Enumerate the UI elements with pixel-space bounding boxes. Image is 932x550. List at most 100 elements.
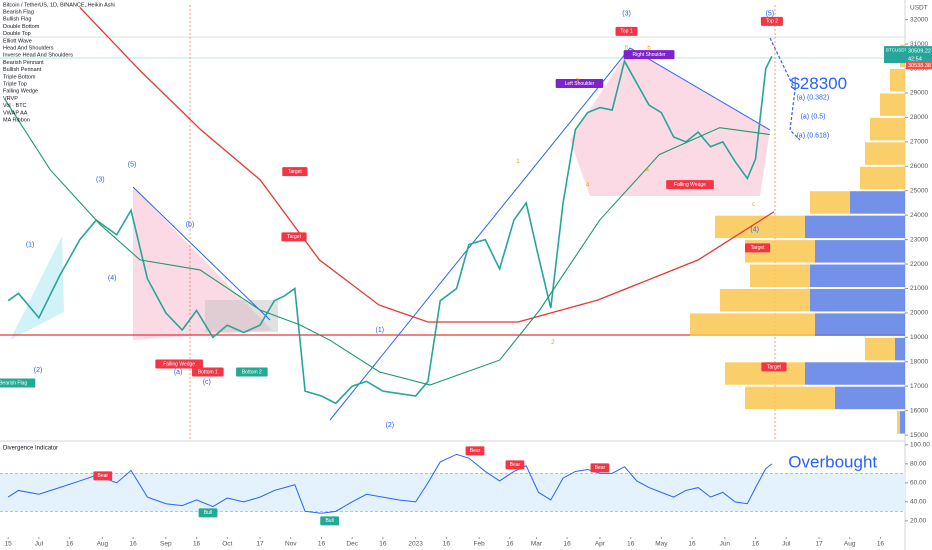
annotation: 2 (551, 340, 555, 346)
annotation: c (752, 202, 755, 208)
annotation: Target (288, 169, 303, 175)
legend-item: Bearish Pennant (3, 60, 44, 66)
indicator-pane (0, 453, 905, 514)
y-tick-label: 23000 (910, 236, 928, 243)
annotation: Target (767, 364, 782, 370)
profile-up (880, 93, 905, 116)
y-tick-label: 28000 (910, 114, 928, 121)
y-tick-label: 21000 (910, 285, 928, 292)
annotation-tag (615, 26, 638, 36)
annotation: (a) (0.618) (796, 133, 829, 140)
annotation: Bear (470, 448, 481, 454)
y-tick-label: 20.00 (910, 518, 927, 525)
x-tick-label: 16 (564, 541, 572, 548)
y-tick-label: 15000 (910, 432, 928, 439)
annotation: b (647, 45, 651, 51)
price-value: 30509.22 (908, 49, 931, 55)
annotation-tag (623, 50, 675, 60)
profile-down (900, 411, 905, 434)
profile-up (860, 166, 905, 190)
profile-up (865, 337, 895, 361)
x-tick-label: Jun (720, 541, 731, 548)
annotation: $28300 (790, 74, 847, 93)
x-tick-label: Sep (160, 541, 172, 548)
y-tick-label: 17000 (910, 383, 928, 390)
annotation: Bearish Flag (0, 380, 27, 386)
high-value: 30538.38 (908, 63, 931, 69)
countdown: 42:54 (908, 57, 922, 63)
annotation: (c) (203, 379, 211, 386)
annotation-tag (505, 460, 525, 470)
annotation-tag (465, 446, 485, 456)
x-tick-label: Jul (35, 541, 44, 548)
x-tick-label: 16 (688, 541, 696, 548)
chart-title: Bitcoin / TetherUS, 1D, BINANCE, Heikin … (3, 2, 115, 8)
indicator-title: Divergence Indicator (3, 446, 58, 452)
annotation: Bottom 1 (198, 369, 218, 375)
pattern (133, 187, 272, 340)
high-box (906, 61, 932, 70)
x-tick-label: Nov (285, 541, 297, 548)
y-tick-label: 60.00 (910, 480, 927, 487)
x-tick-label: Feb (474, 541, 486, 548)
pattern (10, 236, 64, 340)
projection (769, 37, 801, 141)
annotation: Right Shoulder (633, 52, 666, 58)
annotation-tag (320, 516, 340, 526)
x-tick-label: Dec (346, 541, 358, 548)
zone (0, 473, 905, 512)
main-pane (4, 6, 905, 434)
y-tick-label: 32000 (910, 16, 928, 23)
annotation-tag (236, 367, 268, 377)
x-tick-label: May (655, 541, 668, 548)
x-tick-label: Jul (782, 541, 791, 548)
profile-up (745, 386, 835, 410)
y-tick-label: 31000 (910, 41, 928, 48)
annotation: Bear (595, 465, 606, 471)
annotation: 4 (586, 183, 590, 189)
annotation: (b) (186, 222, 195, 229)
profile-up (715, 215, 805, 239)
y-tick-label: 20000 (910, 310, 928, 317)
annotation-tag (93, 471, 113, 481)
annotation: (5) (766, 10, 775, 17)
annotation-tag (0, 378, 36, 388)
x-tick-label: 16 (129, 541, 137, 548)
profile-up (890, 69, 905, 92)
y-unit: USDT (910, 5, 928, 12)
annotation: (3) (96, 177, 105, 184)
legend-item: Double Bottom (3, 24, 40, 30)
annotation: (5) (128, 161, 137, 168)
annotation: 5 (625, 45, 629, 51)
x-tick-label: 16 (877, 541, 885, 548)
y-tick-label: 18000 (910, 359, 928, 366)
series-line (4, 99, 770, 386)
profile-down (815, 240, 905, 263)
annotation-tag (760, 16, 783, 26)
annotation-tag (555, 78, 604, 88)
x-tick-label: 16 (379, 541, 387, 548)
y-tick-label: 80.00 (910, 461, 927, 468)
annotation: (2) (386, 422, 395, 429)
annotation-tag (155, 359, 203, 369)
legend-item: Triple Top (3, 81, 27, 87)
x-tick-label: 16 (443, 541, 451, 548)
annotation-tag (192, 367, 224, 377)
profile-up (865, 142, 905, 165)
annotation: Bottom 2 (242, 369, 262, 375)
legend-item: Bearish Flag (3, 9, 34, 15)
annotation: Bear (510, 462, 521, 468)
annotation: Falling Wedge (674, 182, 706, 188)
legend-item: Inverse Head And Shoulders (3, 53, 73, 59)
patterns (0, 5, 905, 440)
trend-line (329, 47, 771, 421)
profile-down (835, 386, 905, 410)
legend-item: Bullish Flag (3, 17, 31, 23)
annotation-tag (744, 243, 771, 253)
legend-item: Bullish Pennant (3, 67, 42, 73)
profile-down (805, 215, 905, 239)
profile-up (897, 411, 900, 434)
profile-down (850, 191, 905, 214)
annotation: Left Shoulder (565, 81, 595, 87)
